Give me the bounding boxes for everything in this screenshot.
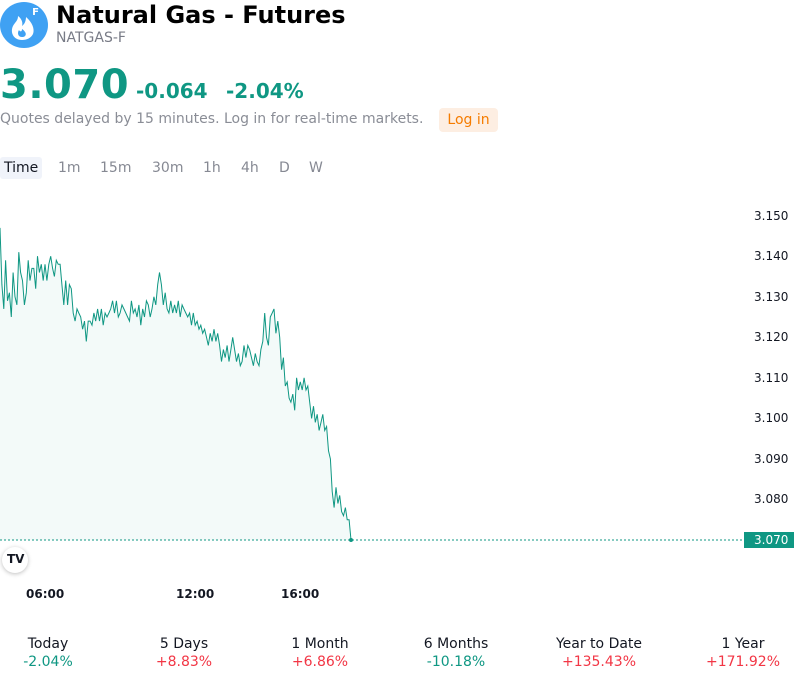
flame-icon: F — [0, 2, 48, 48]
y-tick-label: 3.090 — [754, 452, 788, 466]
login-button[interactable]: Log in — [439, 108, 498, 132]
tab-4h[interactable]: 4h — [241, 160, 259, 176]
performance-value: +6.86% — [291, 654, 349, 670]
logo-badge: F — [32, 7, 39, 18]
page-title: Natural Gas - Futures — [56, 1, 346, 29]
y-tick-label: 3.120 — [754, 330, 788, 344]
performance-year-to-date[interactable]: Year to Date +135.43% — [534, 636, 664, 671]
price-change: -0.064 — [136, 79, 208, 103]
price-line — [0, 227, 352, 541]
y-tick-label: 3.140 — [754, 249, 788, 263]
last-price: 3.070 — [0, 62, 130, 108]
delay-notice: Quotes delayed by 15 minutes. Log in for… — [0, 111, 424, 127]
price-area-fill — [0, 227, 351, 540]
y-tick-label: 3.110 — [754, 371, 788, 385]
tab-d[interactable]: D — [279, 160, 290, 176]
performance-value: -2.04% — [23, 654, 73, 670]
tab-time[interactable]: Time — [0, 157, 43, 179]
performance-label: 6 Months — [423, 636, 489, 652]
tab-w[interactable]: W — [309, 160, 323, 176]
tab-1m[interactable]: 1m — [58, 160, 81, 176]
performance-value: -10.18% — [426, 654, 486, 670]
last-price-label-text: 3.070 — [754, 533, 788, 547]
performance-value: +135.43% — [561, 654, 637, 670]
tab-15m[interactable]: 15m — [100, 160, 132, 176]
y-tick-label: 3.100 — [754, 411, 788, 425]
x-tick-label: 16:00 — [281, 587, 319, 601]
tab-1h[interactable]: 1h — [203, 160, 221, 176]
tradingview-logo[interactable]: TV — [2, 547, 28, 573]
y-axis: 3.150 3.140 3.130 3.120 3.110 3.100 3.09… — [754, 209, 788, 506]
performance-6-months[interactable]: 6 Months -10.18% — [391, 636, 521, 671]
performance-1-month[interactable]: 1 Month +6.86% — [255, 636, 385, 671]
performance-label: Today — [27, 636, 69, 652]
performance-5-days[interactable]: 5 Days +8.83% — [119, 636, 249, 671]
price-chart[interactable]: 3.150 3.140 3.130 3.120 3.110 3.100 3.09… — [0, 190, 800, 610]
performance-1-year[interactable]: 1 Year +171.92% — [678, 636, 800, 671]
performance-label: 1 Year — [721, 636, 765, 652]
last-price-label: 3.070 — [744, 532, 794, 548]
flame-icon-graphic — [11, 16, 34, 40]
ticker-symbol: NATGAS-F — [56, 30, 126, 46]
x-axis: 06:00 12:00 16:00 — [26, 587, 319, 601]
tab-30m[interactable]: 30m — [152, 160, 184, 176]
price-change-percent: -2.04% — [226, 79, 304, 103]
performance-label: 5 Days — [159, 636, 209, 652]
performance-label: Year to Date — [555, 636, 643, 652]
last-price-dot — [349, 538, 353, 542]
performance-label: 1 Month — [291, 636, 349, 652]
y-tick-label: 3.130 — [754, 290, 788, 304]
performance-today[interactable]: Today -2.04% — [0, 636, 113, 671]
performance-value: +8.83% — [155, 654, 213, 670]
tradingview-logo-icon: TV — [7, 552, 25, 566]
x-tick-label: 06:00 — [26, 587, 64, 601]
performance-value: +171.92% — [705, 654, 781, 670]
y-tick-label: 3.080 — [754, 492, 788, 506]
y-tick-label: 3.150 — [754, 209, 788, 223]
x-tick-label: 12:00 — [176, 587, 214, 601]
